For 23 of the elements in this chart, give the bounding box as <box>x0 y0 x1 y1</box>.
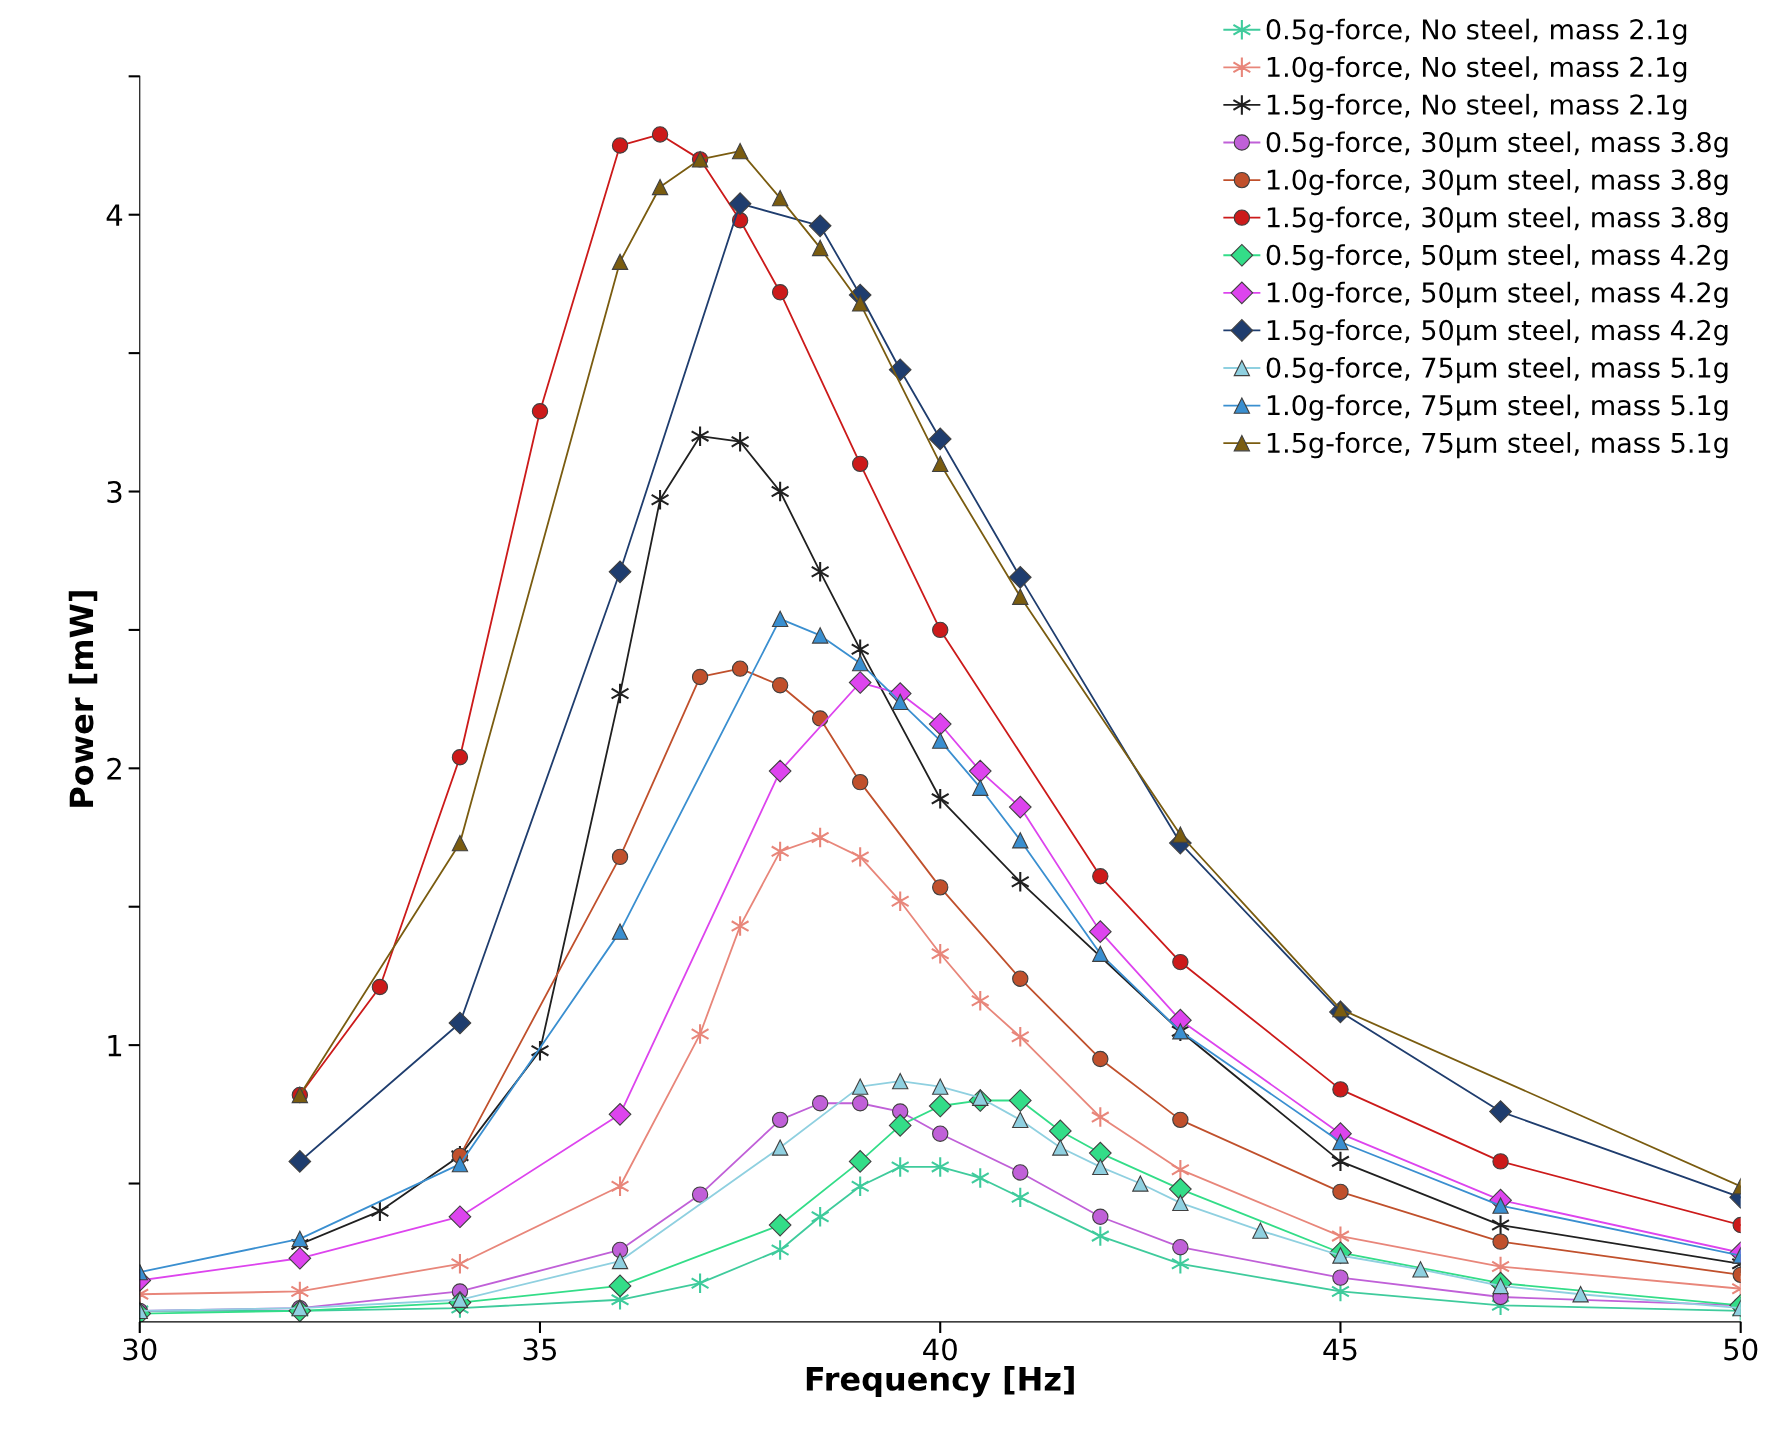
y-tick-label: 4 <box>106 204 123 226</box>
x-tick-label: 30 <box>123 1338 157 1361</box>
x-axis-title: Frequency [Hz] <box>806 1366 1074 1398</box>
legend-label: 1.5g-force, 50µm steel, mass 4.2g <box>1267 319 1728 346</box>
legend-label: 1.0g-force, 75µm steel, mass 5.1g <box>1267 394 1728 421</box>
x-tick-label: 35 <box>523 1338 556 1361</box>
legend-label: 0.5g-force, 50µm steel, mass 4.2g <box>1266 244 1728 271</box>
y-tick-label: 2 <box>107 757 121 780</box>
x-tick-label: 50 <box>1724 1338 1758 1361</box>
legend-label: 1.5g-force, 30µm steel, mass 3.8g <box>1267 206 1728 233</box>
legend-label: 1.5g-force, No steel, mass 2.1g <box>1267 93 1687 121</box>
x-tick-label: 40 <box>923 1338 957 1361</box>
legend-label: 1.0g-force, No steel, mass 2.1g <box>1267 56 1687 83</box>
legend-label: 0.5g-force, No steel, mass 2.1g <box>1266 18 1687 45</box>
legend-label: 1.5g-force, 75µm steel, mass 5.1g <box>1267 432 1728 459</box>
y-tick-label: 3 <box>107 480 122 504</box>
x-tick-label: 45 <box>1323 1338 1357 1361</box>
y-tick-label: 1 <box>108 1034 122 1057</box>
legend-label: 1.0g-force, 50µm steel, mass 4.2g <box>1267 281 1728 308</box>
legend-label: 0.5g-force, 30µm steel, mass 3.8g <box>1266 131 1728 158</box>
legend-label: 0.5g-force, 75µm steel, mass 5.1g <box>1266 356 1728 384</box>
y-axis-title: Power [mW] <box>68 591 98 807</box>
legend-label: 1.0g-force, 30µm steel, mass 3.8g <box>1267 168 1728 196</box>
